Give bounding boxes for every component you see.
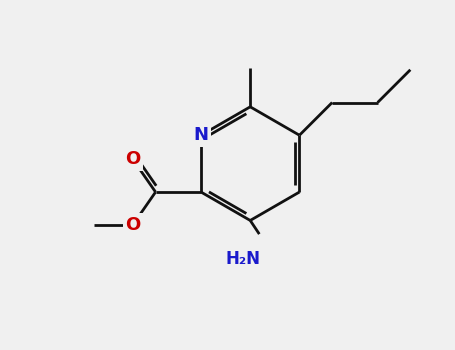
Text: O: O — [125, 216, 141, 234]
Text: H₂N: H₂N — [226, 250, 261, 268]
Text: O: O — [125, 150, 141, 168]
Text: N: N — [193, 126, 208, 144]
